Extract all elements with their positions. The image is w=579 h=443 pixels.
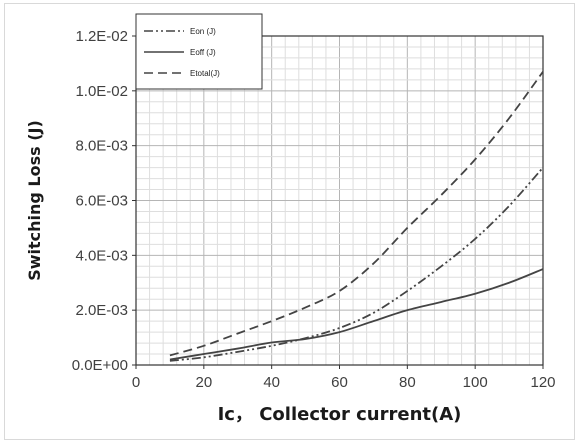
y-tick-label: 6.0E-03 [75,193,128,210]
y-tick-label: 1.2E-02 [75,28,128,45]
legend: Eon (J) Eoff (J) Etotal(J) [135,13,263,90]
x-tick-label: 20 [195,374,212,391]
x-tick-label: 80 [399,374,416,391]
y-tick-label: 0.0E+00 [72,357,128,374]
y-tick-label: 8.0E-03 [75,138,128,155]
series-layer [169,71,544,362]
legend-label-2: Eoff (J) [190,48,216,57]
x-tick-label: 60 [331,374,348,391]
x-axis-ticks: 0 20 40 60 80 100 120 [132,365,556,391]
y-axis-label: Switching Loss (J) [25,120,44,281]
y-tick-label: 4.0E-03 [75,247,128,264]
series-line-2 [169,268,544,361]
x-tick-label: 100 [463,374,488,391]
y-tick-label: 1.0E-02 [75,83,128,100]
y-tick-label: 2.0E-03 [75,302,128,319]
series-line-3 [169,71,544,357]
chart-frame [4,3,575,440]
x-tick-label: 40 [263,374,280,391]
y-axis-ticks: 0.0E+00 2.0E-03 4.0E-03 6.0E-03 8.0E-03 1.0E-… [72,28,136,374]
legend-label-1: Eon (J) [190,27,216,36]
x-tick-label: 0 [132,374,140,391]
legend-label-3: Etotal(J) [190,69,220,78]
x-axis-label: Ic， Collector current(A) [218,404,462,425]
x-tick-label: 120 [530,374,555,391]
